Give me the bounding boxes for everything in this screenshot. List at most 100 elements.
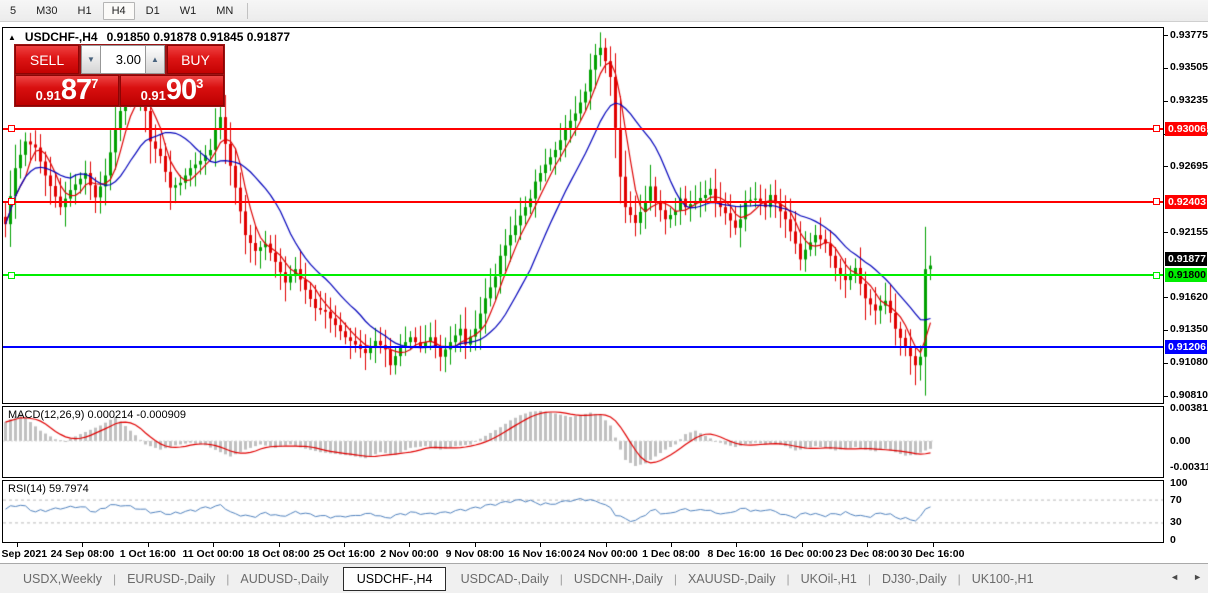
- symbol-tab-dj30-daily[interactable]: DJ30-,Daily: [881, 571, 947, 586]
- buy-price-panel[interactable]: 0.91 90 3: [120, 75, 224, 106]
- timeframe-button-d1[interactable]: D1: [145, 4, 160, 17]
- xaxis-dash: [932, 543, 934, 547]
- price-axis-tick: 0.92155: [1170, 225, 1208, 238]
- volume-input[interactable]: [101, 45, 145, 74]
- chart-title: ▲ USDCHF-,H4 0.91850 0.91878 0.91845 0.9…: [8, 30, 290, 44]
- price-axis-dash: [1164, 297, 1168, 299]
- level-handle-icon[interactable]: [1153, 198, 1160, 206]
- timeframe-button-m30[interactable]: M30: [36, 4, 58, 17]
- rsi-axis-tick: 0: [1170, 533, 1176, 546]
- xaxis-dash: [278, 543, 280, 547]
- buy-button[interactable]: BUY: [167, 45, 224, 74]
- level-handle-icon[interactable]: [1153, 271, 1160, 279]
- xaxis-label: 25 Oct 16:00: [313, 548, 375, 560]
- timeframe-button-w1[interactable]: W1: [179, 4, 197, 17]
- macd-label: MACD(12,26,9) 0.000214 -0.000909: [8, 409, 186, 421]
- tab-separator: |: [786, 571, 790, 586]
- price-level-line[interactable]: [3, 200, 1163, 203]
- volume-increase-button[interactable]: ▲: [145, 45, 165, 74]
- sell-price-big: 87: [60, 74, 92, 106]
- xaxis-label: 23 Dec 08:00: [835, 548, 900, 560]
- xaxis-dash: [213, 543, 215, 547]
- sell-button[interactable]: SELL: [15, 45, 79, 74]
- price-axis-tick: 0.92695: [1170, 159, 1208, 172]
- level-handle-icon[interactable]: [8, 125, 15, 133]
- price-axis-tick: 0.93235: [1170, 94, 1208, 107]
- rsi-canvas[interactable]: [3, 481, 1163, 542]
- xaxis-dash: [540, 543, 542, 547]
- timeframe-toolbar: 5 M30 H1 H4 D1 W1 MN: [0, 0, 1208, 22]
- tab-scroll-right-icon[interactable]: ►: [1193, 572, 1202, 582]
- tab-scroll-left-icon[interactable]: ◄: [1170, 572, 1180, 582]
- symbol-period-label: USDCHF-,H4: [24, 30, 98, 44]
- price-axis-tick: 0.93505: [1170, 61, 1208, 74]
- xaxis-label: 16 Nov 16:00: [508, 548, 573, 560]
- price-axis-dash: [1164, 166, 1168, 168]
- ohlc-values: 0.91850 0.91878 0.91845 0.91877: [106, 30, 291, 44]
- sell-price-prefix: 0.91: [35, 88, 61, 103]
- price-axis-dash: [1164, 35, 1168, 36]
- price-axis-dash: [1164, 100, 1168, 102]
- price-level-line[interactable]: [3, 346, 1163, 349]
- xaxis-label: 2 Nov 00:00: [380, 548, 439, 560]
- level-handle-icon[interactable]: [8, 198, 15, 206]
- xaxis-dash: [17, 543, 18, 547]
- sell-price-panel[interactable]: 0.91 87 7: [15, 75, 119, 106]
- xaxis-dash: [605, 543, 607, 547]
- xaxis-label: 1 Oct 16:00: [119, 548, 176, 560]
- price-axis-tick: 0.91620: [1170, 290, 1208, 303]
- xaxis-dash: [82, 543, 84, 547]
- timeframe-button-mn[interactable]: MN: [216, 4, 234, 17]
- timeframe-button-5[interactable]: 5: [10, 4, 17, 17]
- level-handle-icon[interactable]: [8, 271, 15, 279]
- collapse-icon[interactable]: ▲: [8, 32, 16, 42]
- symbol-tab-bar: USDX,Weekly | EURUSD-,Daily | AUDUSD-,Daily |…: [0, 563, 1208, 593]
- price-axis-dash: [1164, 67, 1168, 69]
- timeframe-button-h1[interactable]: H1: [77, 4, 92, 17]
- symbol-tab-uk100-h1[interactable]: UK100-,H1: [971, 571, 1034, 586]
- symbol-tab-xauusd-daily[interactable]: XAUUSD-,Daily: [687, 571, 776, 586]
- buy-price-big: 90: [165, 74, 197, 106]
- xaxis-label: 8 Dec 16:00: [707, 548, 766, 560]
- price-level-line[interactable]: [3, 274, 1163, 277]
- xaxis-dash: [867, 543, 869, 547]
- symbol-tab-eurusd-daily[interactable]: EURUSD-,Daily: [127, 571, 216, 586]
- xaxis-label: 30 Dec 16:00: [900, 548, 965, 560]
- symbol-tab-usdchf-h4[interactable]: USDCHF-,H4: [342, 566, 447, 591]
- tab-separator: |: [559, 571, 563, 586]
- macd-canvas[interactable]: [3, 407, 1163, 477]
- price-level-line[interactable]: [3, 127, 1163, 130]
- level-price-label: 0.91206: [1165, 340, 1207, 355]
- symbol-tab-audusd-daily[interactable]: AUDUSD-,Daily: [240, 571, 329, 586]
- tab-separator: |: [673, 571, 677, 586]
- xaxis-label: 11 Oct 00:00: [182, 548, 244, 560]
- symbol-tab-usdcad-daily[interactable]: USDCAD-,Daily: [460, 571, 549, 586]
- timeframe-button-h4[interactable]: H4: [102, 1, 135, 20]
- tab-separator: |: [957, 571, 961, 586]
- symbol-tab-usdx-weekly[interactable]: USDX,Weekly: [23, 571, 102, 586]
- symbol-tab-ukoil-h1[interactable]: UKOil-,H1: [800, 571, 857, 586]
- xaxis-label: 9 Nov 08:00: [445, 548, 504, 560]
- price-axis-tick: 0.93775: [1170, 28, 1208, 41]
- level-price-label: 0.91800: [1165, 268, 1207, 283]
- xaxis-dash: [801, 543, 803, 547]
- xaxis-dash: [736, 543, 738, 547]
- toolbar-separator: [247, 2, 249, 19]
- level-price-label: 0.92403: [1165, 194, 1207, 209]
- xaxis-dash: [344, 543, 345, 547]
- spin-up-icon: ▲: [151, 55, 159, 64]
- sell-price-sup: 7: [91, 76, 99, 91]
- level-handle-icon[interactable]: [1153, 125, 1160, 133]
- xaxis-dash: [474, 543, 476, 547]
- spin-down-icon: ▼: [87, 55, 95, 64]
- volume-decrease-button[interactable]: ▼: [81, 45, 101, 74]
- xaxis-label: 24 Nov 00:00: [573, 548, 638, 560]
- symbol-tab-usdcnh-daily[interactable]: USDCNH-,Daily: [573, 571, 663, 586]
- level-price-label: 0.93006: [1165, 121, 1207, 136]
- xaxis-dash: [409, 543, 411, 547]
- price-axis-dash: [1164, 395, 1168, 397]
- price-axis-dash: [1164, 362, 1168, 364]
- price-axis-tick: 0.90810: [1170, 389, 1208, 402]
